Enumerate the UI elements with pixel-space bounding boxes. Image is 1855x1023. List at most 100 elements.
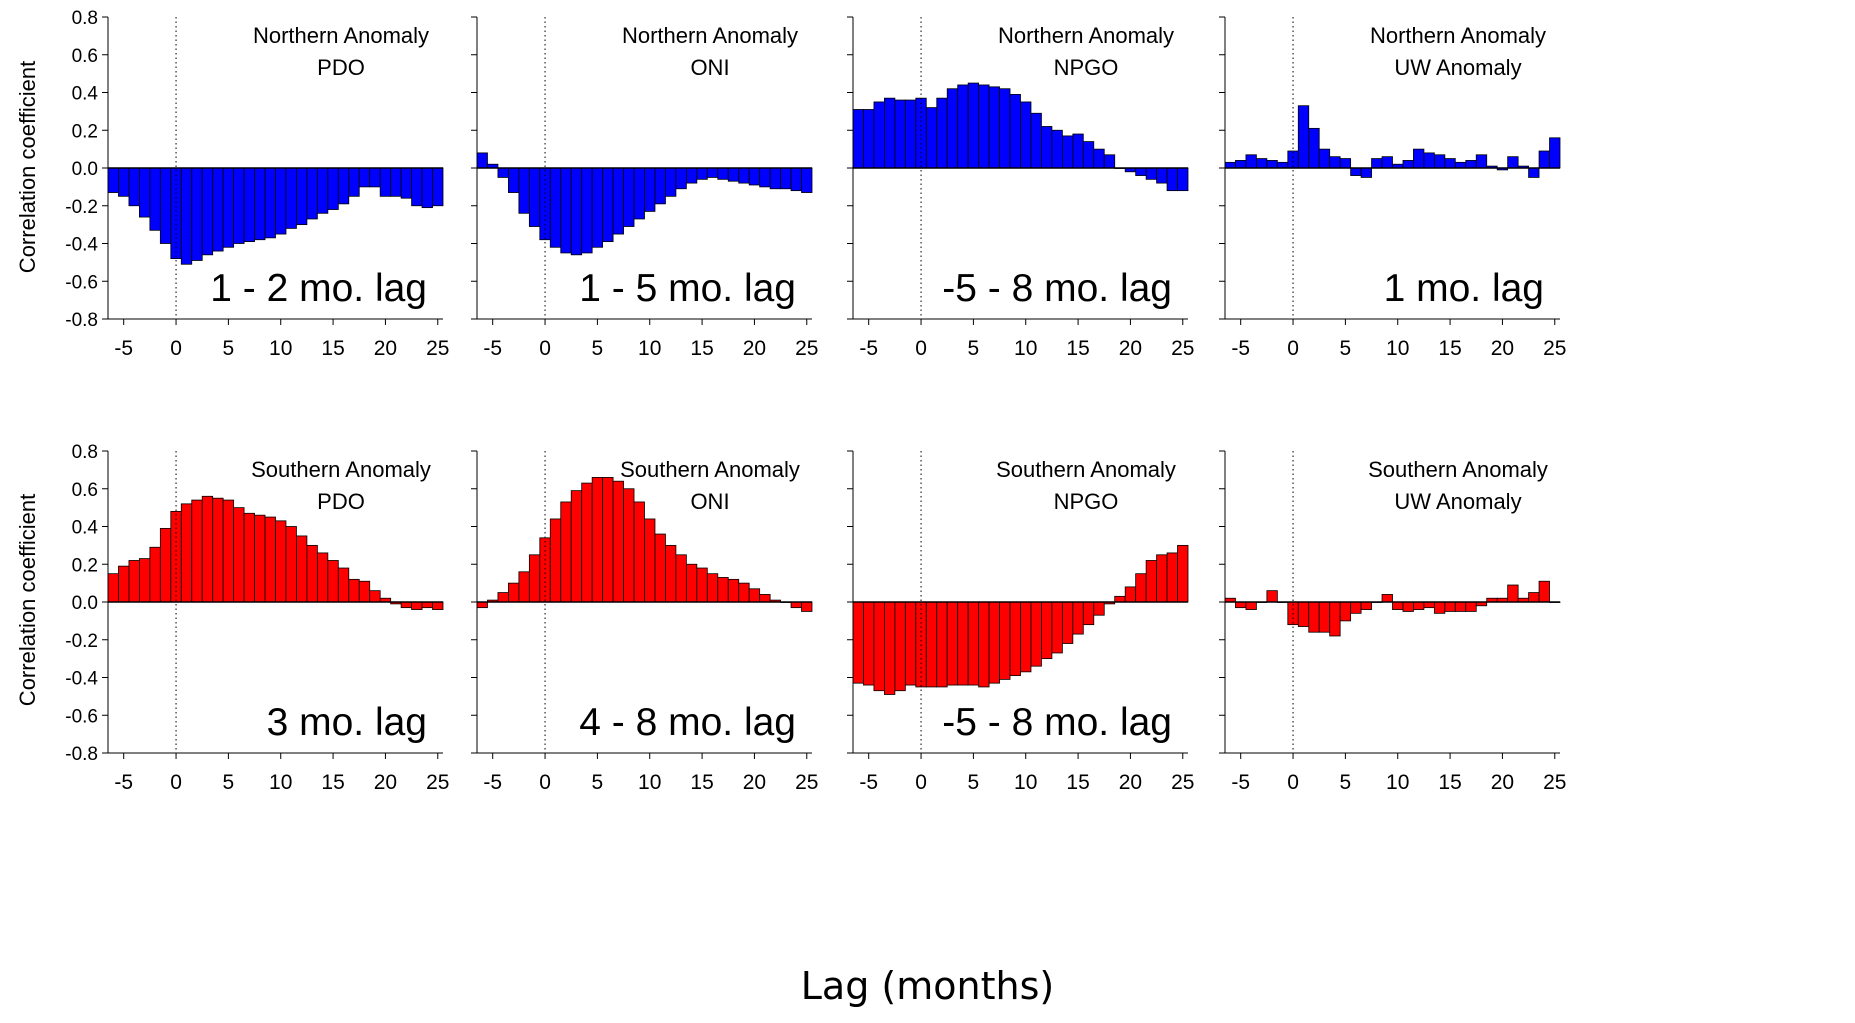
bar xyxy=(936,601,948,688)
bar xyxy=(1156,167,1168,184)
bar xyxy=(1276,161,1289,169)
bar xyxy=(1245,154,1257,169)
bar xyxy=(233,507,245,603)
bar xyxy=(1166,167,1178,192)
y-tick-label: -0.2 xyxy=(65,631,98,652)
bar xyxy=(727,578,740,603)
bar xyxy=(337,167,350,205)
y-tick-label: 0.0 xyxy=(72,159,98,180)
bar xyxy=(685,167,698,184)
bar xyxy=(1235,160,1247,169)
bar xyxy=(107,167,119,193)
panel-title: Northern Anomaly xyxy=(1370,23,1546,48)
bar xyxy=(296,167,308,226)
bar xyxy=(946,88,959,169)
bar xyxy=(1339,158,1352,169)
bar xyxy=(379,167,392,197)
bar xyxy=(759,167,771,188)
bar xyxy=(1381,594,1393,603)
x-tick-label: -5 xyxy=(483,337,502,360)
bar xyxy=(738,167,750,184)
bar xyxy=(1156,554,1168,603)
bar xyxy=(316,552,329,603)
bar xyxy=(1020,101,1032,169)
x-tick-label: 0 xyxy=(915,337,927,360)
panel-title: Southern Anomaly xyxy=(996,457,1176,482)
x-tick-label: 20 xyxy=(374,337,397,360)
bar xyxy=(107,573,119,603)
bar xyxy=(1072,133,1084,169)
bar xyxy=(1124,586,1137,603)
bar xyxy=(612,167,624,235)
bar xyxy=(738,582,750,603)
bar xyxy=(999,601,1011,680)
bar xyxy=(612,480,624,603)
x-tick-label: 15 xyxy=(690,337,713,360)
bar xyxy=(518,571,530,603)
lag-annotation: 1 - 2 mo. lag xyxy=(210,267,427,310)
lag-annotation: 3 mo. lag xyxy=(267,701,427,744)
y-tick-label: -0.8 xyxy=(65,744,98,765)
bar xyxy=(159,167,172,244)
y-tick-label: 0.4 xyxy=(72,84,99,105)
bar xyxy=(654,533,666,603)
x-tick-label: 5 xyxy=(968,771,980,794)
y-tick-label: 0.0 xyxy=(72,593,98,614)
bar xyxy=(1166,552,1178,603)
x-tick-label: 25 xyxy=(426,771,449,794)
bar xyxy=(696,567,708,603)
lag-annotation: -5 - 8 mo. lag xyxy=(942,267,1172,310)
bar xyxy=(1020,601,1032,673)
bar xyxy=(191,499,203,603)
panel-subtitle: PDO xyxy=(317,489,365,514)
x-tick-label: 20 xyxy=(1119,771,1142,794)
bar xyxy=(306,544,318,603)
bar xyxy=(623,167,635,227)
bar xyxy=(904,601,917,686)
bar xyxy=(1287,150,1299,169)
x-tick-label: 0 xyxy=(915,771,927,794)
x-tick-label: -5 xyxy=(859,771,878,794)
bar xyxy=(1413,601,1425,610)
bar xyxy=(539,537,551,603)
y-tick-label: -0.4 xyxy=(65,669,98,690)
bar xyxy=(327,167,339,210)
bar xyxy=(1030,112,1042,169)
bar xyxy=(644,167,656,212)
x-tick-label: 20 xyxy=(1491,771,1514,794)
bar xyxy=(1072,601,1084,635)
bar xyxy=(644,518,656,603)
bar xyxy=(1371,158,1383,169)
bar xyxy=(717,577,729,603)
bar xyxy=(1423,601,1435,609)
bar xyxy=(873,101,885,169)
x-tick-label: 25 xyxy=(426,337,449,360)
lag-annotation: 1 - 5 mo. lag xyxy=(579,267,796,310)
bar xyxy=(1528,592,1540,603)
panel-subtitle: PDO xyxy=(317,55,365,80)
bar xyxy=(936,97,948,169)
bar xyxy=(254,167,266,241)
x-tick-label: 0 xyxy=(539,771,551,794)
bar xyxy=(633,501,645,603)
chart-panel-northern-2: -5 0 5 10 15 20 25 Northern Anomaly ONI 1 - 5 mo.… xyxy=(471,16,818,360)
bar xyxy=(421,167,433,209)
bar xyxy=(1082,601,1095,626)
bar xyxy=(1465,601,1477,612)
chart-panel-northern-1: -0.8 -0.6 -0.4 -0.2 0.0 0.2 0.4 0.6 0.8 -5 0 5 10 15 2… xyxy=(65,8,449,360)
bar xyxy=(915,601,927,688)
x-tick-label: 15 xyxy=(1438,771,1461,794)
chart-panel-southern-3: -5 0 5 10 15 20 25 Southern Anomaly NPGO -5 - 8 m… xyxy=(847,450,1194,794)
x-tick-label: 15 xyxy=(321,337,344,360)
bar xyxy=(978,601,990,688)
panel-title: Southern Anomaly xyxy=(620,457,800,482)
bar xyxy=(748,167,761,186)
bar xyxy=(1177,544,1189,603)
panel-title: Northern Anomaly xyxy=(253,23,429,48)
bar xyxy=(957,84,969,169)
bar xyxy=(801,167,813,193)
bar xyxy=(863,109,875,169)
x-tick-label: -5 xyxy=(1231,337,1250,360)
bar xyxy=(421,601,433,609)
bar xyxy=(1093,148,1105,169)
